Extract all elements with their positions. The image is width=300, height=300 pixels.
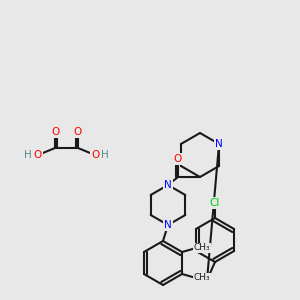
Text: Cl: Cl (210, 198, 220, 208)
Text: H: H (24, 150, 32, 160)
Text: N: N (215, 139, 223, 149)
Text: CH₃: CH₃ (194, 244, 210, 253)
Text: O: O (91, 150, 99, 160)
Text: CH₃: CH₃ (194, 274, 210, 283)
Text: N: N (164, 220, 172, 230)
Text: O: O (51, 127, 59, 137)
Text: O: O (34, 150, 42, 160)
Text: O: O (174, 154, 182, 164)
Text: O: O (74, 127, 82, 137)
Text: N: N (164, 180, 172, 190)
Text: H: H (101, 150, 109, 160)
